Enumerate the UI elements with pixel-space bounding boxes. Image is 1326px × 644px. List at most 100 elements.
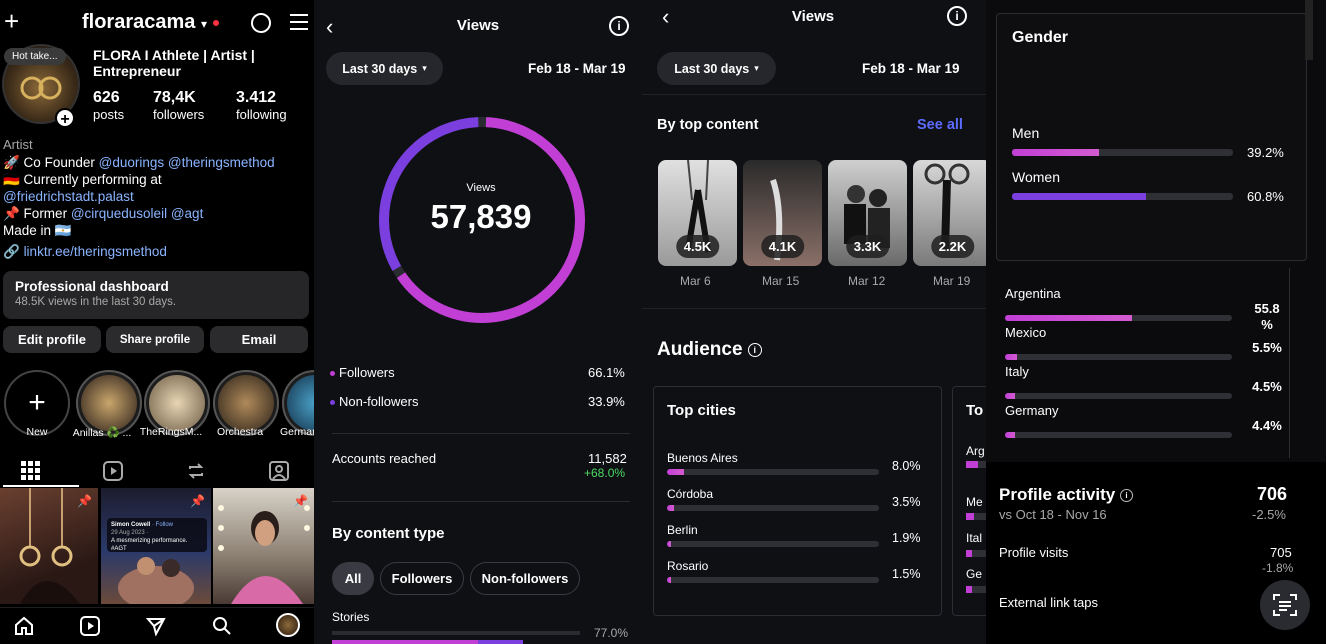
quoted-follow: · Follow [152, 522, 174, 528]
filter-followers[interactable]: Followers [380, 562, 464, 595]
see-all-link[interactable]: See all [917, 117, 963, 133]
email-button[interactable]: Email [210, 326, 308, 353]
city-label: Buenos Aires [667, 451, 738, 465]
highlight-label: New [26, 426, 48, 438]
filter-all[interactable]: All [332, 562, 374, 595]
followers-arc [379, 117, 585, 323]
highlight-label: Orchestra [216, 426, 264, 438]
reels-nav-icon[interactable] [80, 616, 100, 641]
following-stat[interactable]: 3.412 following [236, 89, 287, 122]
notification-dot [213, 19, 219, 26]
edit-profile-button[interactable]: Edit profile [3, 326, 101, 353]
info-icon[interactable]: i [609, 16, 629, 36]
divider [332, 501, 630, 502]
post-thumbnail[interactable]: 📌 [213, 488, 314, 604]
username[interactable]: floraracama ▾ [82, 11, 219, 34]
followers-stat[interactable]: 78,4K followers [153, 89, 204, 122]
stories-bar-followers [332, 640, 479, 644]
mention-link[interactable]: @cirquedusoleil [70, 206, 168, 221]
search-icon[interactable] [212, 616, 232, 641]
divider [332, 433, 630, 434]
professional-dashboard[interactable]: Professional dashboard 48.5K views in th… [3, 271, 309, 319]
bio-text: 🚀 Co Founder [3, 155, 99, 170]
city-bar [667, 505, 879, 511]
country-label: Me [966, 495, 983, 509]
new-highlight-button[interactable]: + [4, 370, 70, 436]
top-content-item[interactable]: 3.3K [828, 160, 907, 266]
bio: 🚀 Co Founder @duorings @theringsmethod 🇩… [3, 154, 313, 260]
women-value: 60.8% [1247, 189, 1284, 204]
home-icon[interactable] [14, 616, 34, 641]
back-icon[interactable]: ‹ [326, 14, 334, 39]
add-story-icon[interactable]: + [55, 108, 75, 128]
stories-bar [332, 631, 580, 644]
country-bar [1005, 315, 1232, 321]
bio-link-text: linktr.ee/theringsmethod [23, 244, 167, 259]
divider [642, 94, 986, 95]
nonfollowers-arc [379, 117, 585, 323]
top-countries-card: To Arg Me Ital Ge [952, 386, 986, 616]
highlight-germany[interactable] [282, 370, 314, 436]
highlight-orchestra[interactable] [213, 370, 279, 436]
send-icon[interactable] [145, 616, 166, 641]
top-content-item[interactable]: 4.1K [743, 160, 822, 266]
bio-link[interactable]: 🔗 linktr.ee/theringsmethod [3, 243, 313, 260]
city-bar [667, 469, 879, 475]
bio-text: Made in 🇦🇷 [3, 223, 72, 238]
city-label: Córdoba [667, 487, 714, 501]
following-count: 3.412 [236, 89, 277, 106]
share-profile-button[interactable]: Share profile [106, 326, 204, 353]
post-thumbnail[interactable]: Simon Cowell · Follow 29 Aug 2023 · A me… [101, 488, 211, 604]
mention-link[interactable]: @agt [170, 206, 204, 221]
mention-link[interactable]: @theringsmethod [167, 155, 275, 170]
highlight-label: TheRingsM... [139, 426, 203, 438]
top-countries-heading: To [966, 402, 984, 419]
reposts-icon[interactable] [185, 460, 209, 482]
add-icon[interactable]: + [4, 6, 20, 36]
dashboard-title: Professional dashboard [15, 279, 169, 294]
highlight-theringsmethod[interactable] [144, 370, 210, 436]
profile-nav-avatar[interactable] [276, 613, 300, 637]
pin-icon: 📌 [190, 494, 205, 508]
note-bubble[interactable]: Hot take... [4, 48, 66, 65]
profile-panel: + floraracama ▾ Hot take... + FLORA I At… [0, 0, 314, 644]
date-range-dropdown[interactable]: Last 30 days ▾ [326, 52, 443, 85]
highlight-cover [149, 375, 205, 431]
highlight-anillas[interactable] [76, 370, 142, 436]
mention-link[interactable]: @friedrichstadt.palast [3, 189, 134, 204]
back-icon[interactable]: ‹ [662, 4, 670, 29]
username-text: floraracama [82, 11, 196, 33]
link-icon: 🔗 [3, 244, 24, 259]
menu-icon[interactable] [290, 14, 308, 30]
country-value: 55.8 % [1254, 301, 1280, 332]
threads-icon[interactable] [251, 13, 271, 33]
date-range-label: Last 30 days [674, 61, 750, 76]
men-value: 39.2% [1247, 145, 1284, 160]
date-range-dropdown[interactable]: Last 30 days ▾ [657, 52, 776, 85]
mention-link[interactable]: @duorings [98, 155, 165, 170]
bottom-nav [0, 607, 314, 644]
scan-text-button[interactable] [1260, 580, 1310, 630]
top-content-item[interactable]: 4.5K [658, 160, 737, 266]
reels-icon[interactable] [102, 460, 126, 482]
info-icon[interactable]: i [1119, 489, 1133, 503]
country-bar-fill [966, 586, 972, 593]
post-thumbnail[interactable]: 📌 [0, 488, 98, 604]
profile-name: FLORA I Athlete | Artist | Entrepreneur [93, 47, 255, 79]
profile-activity-compare: vs Oct 18 - Nov 16 [999, 507, 1107, 522]
women-bar [1012, 193, 1233, 200]
top-cities-card: Top cities Buenos Aires 8.0% Córdoba 3.5% Be… [653, 386, 942, 616]
tagged-icon[interactable] [268, 460, 292, 482]
info-icon[interactable]: i [947, 6, 967, 26]
country-bar-fill [1005, 432, 1015, 438]
grid-icon[interactable] [20, 460, 44, 482]
country-label: Germany [1005, 403, 1059, 418]
views-donut [379, 117, 585, 323]
scrollbar[interactable] [1305, 0, 1313, 60]
top-content-item[interactable]: 2.2K [913, 160, 986, 266]
city-value: 8.0% [892, 459, 921, 473]
city-value: 3.5% [892, 495, 921, 509]
men-bar-fill [1012, 149, 1099, 156]
info-icon[interactable]: i [747, 342, 762, 357]
filter-nonfollowers[interactable]: Non-followers [470, 562, 580, 595]
